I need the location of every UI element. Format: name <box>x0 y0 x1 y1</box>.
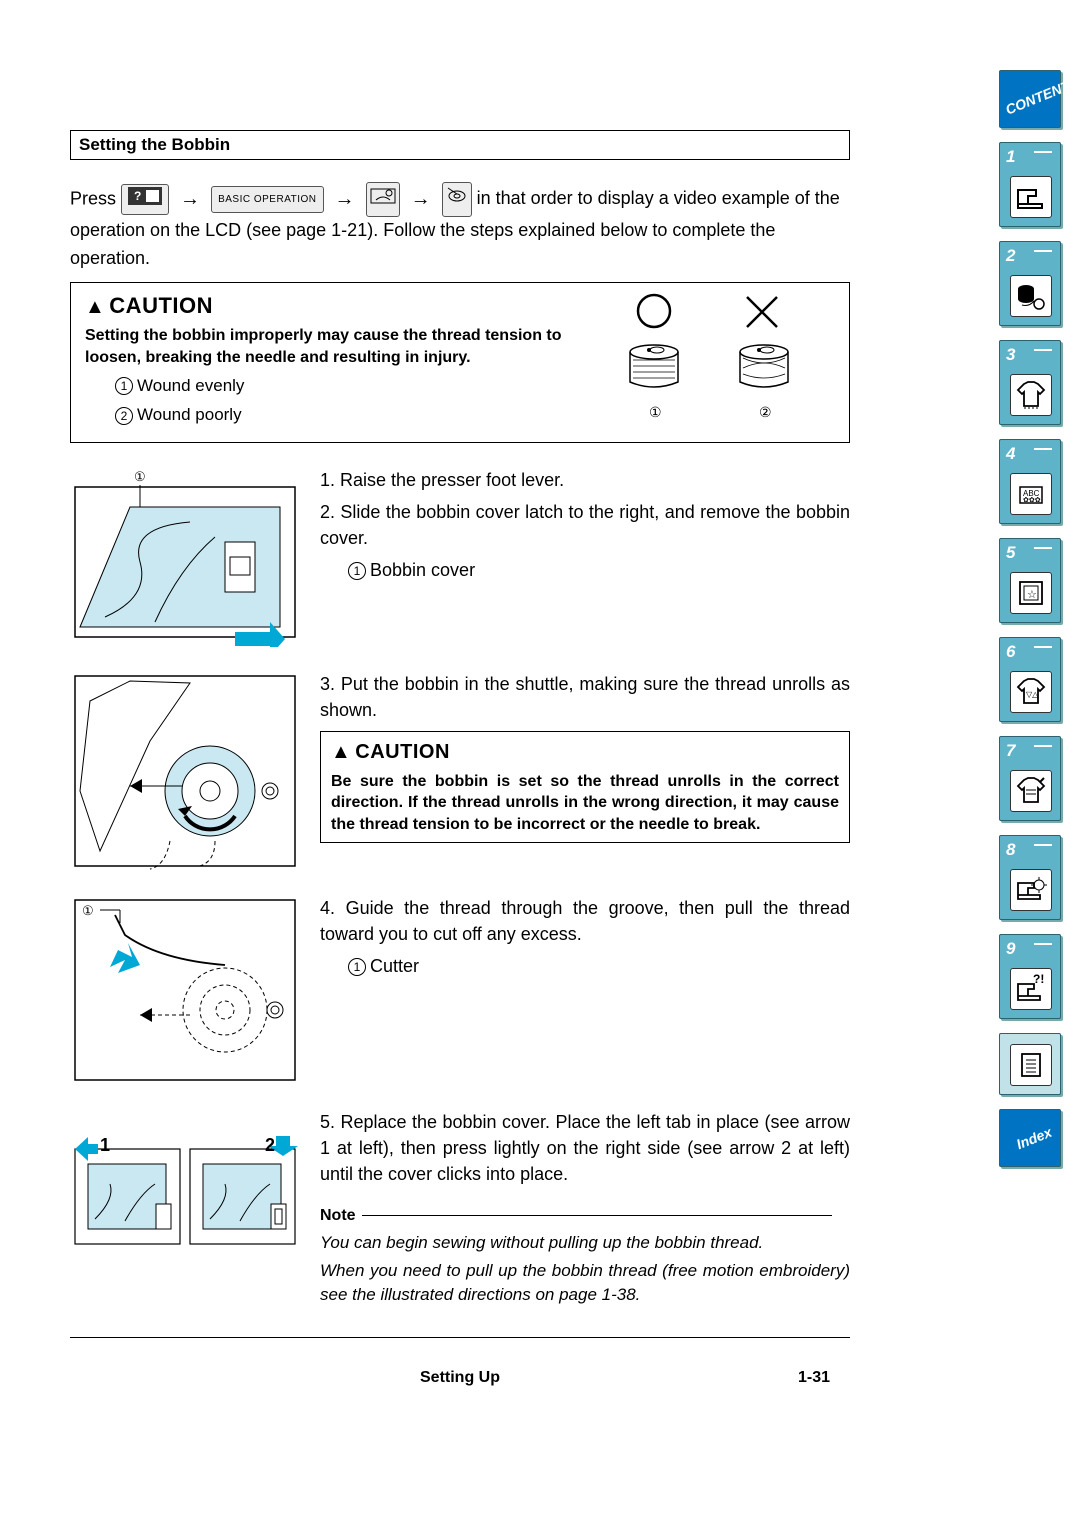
press-instruction: Press ? → BASIC OPERATION → → in that or… <box>70 182 850 272</box>
shirt-icon <box>1010 374 1052 416</box>
chapter-tab-9[interactable]: 9 ?! <box>999 934 1061 1019</box>
chapter-tab-7[interactable]: 7 <box>999 736 1061 821</box>
svg-text:②: ② <box>759 404 772 420</box>
help-icon-button: ? <box>121 184 169 215</box>
step-1-text: 1. Raise the presser foot lever. <box>320 467 850 493</box>
page-footer: Setting Up 1-31 <box>70 1337 850 1367</box>
caution-heading: ▲CAUTION <box>331 738 839 767</box>
caution-2-body: Be sure the bobbin is set so the thread … <box>331 771 839 836</box>
machine-settings-icon <box>1010 869 1052 911</box>
sewing-machine-icon <box>1010 176 1052 218</box>
step-4-block: ① 4. Guide the thread through the groove… <box>70 895 850 1085</box>
embroidery-frame-icon: ☆ <box>1010 572 1052 614</box>
basic-operation-button: BASIC OPERATION <box>211 186 323 214</box>
arrow-icon: → <box>174 184 206 215</box>
arrow-icon: → <box>405 184 437 215</box>
page-content: Setting the Bobbin Press ? → BASIC OPERA… <box>70 130 850 1367</box>
note-block: Note You can begin sewing without pullin… <box>320 1201 850 1307</box>
arrow-icon: → <box>329 184 361 215</box>
step-5-text: 5. Replace the bobbin cover. Place the l… <box>320 1109 850 1187</box>
step-1-2-block: ① 1. Raise the presser foot lever. 2. Sl… <box>70 467 850 647</box>
machine-help-icon: ?! <box>1010 968 1052 1010</box>
step-4-sublabel: 1Cutter <box>320 953 850 979</box>
step-5-block: 1 2 5. Replace the bobbin cover. Place t… <box>70 1109 850 1307</box>
chapter-tab-1[interactable]: 1 <box>999 142 1061 227</box>
svg-text:①: ① <box>649 404 662 420</box>
step-2-text: 2. Slide the bobbin cover latch to the r… <box>320 499 850 551</box>
svg-text:2: 2 <box>265 1135 275 1155</box>
svg-text:☆: ☆ <box>1027 589 1037 601</box>
press-prefix: Press <box>70 188 116 208</box>
chapter-tab-2[interactable]: 2 <box>999 241 1061 326</box>
step-3-text: 3. Put the bobbin in the shuttle, making… <box>320 671 850 723</box>
shirt-pattern-icon: ▽△ <box>1010 671 1052 713</box>
abc-lettering-icon: ABC✿✿✿ <box>1010 473 1052 515</box>
chapter-tab-8[interactable]: 8 <box>999 835 1061 920</box>
section-title: Setting the Bobbin <box>70 130 850 160</box>
spool-icon <box>442 182 472 217</box>
bobbin-insert-illustration <box>70 671 300 871</box>
chapter-tab-4[interactable]: 4 ABC✿✿✿ <box>999 439 1061 524</box>
chapter-tab-3[interactable]: 3 <box>999 340 1061 425</box>
note-heading: Note <box>320 1207 356 1224</box>
svg-text:①: ① <box>82 903 94 918</box>
step-2-sublabel: 1Bobbin cover <box>320 557 850 583</box>
thread-cutter-illustration: ① <box>70 895 300 1085</box>
step-4-text: 4. Guide the thread through the groove, … <box>320 895 850 947</box>
index-tab[interactable]: Index <box>999 1109 1061 1167</box>
bobbin-cover-illustration: ① <box>70 467 300 647</box>
appendix-tab[interactable] <box>999 1033 1061 1095</box>
bobbin-video-icon <box>366 182 400 217</box>
chapter-tab-5[interactable]: 5 ☆ <box>999 538 1061 623</box>
bobbin-comparison-illustration: ① ② <box>599 289 829 429</box>
contents-tab[interactable]: CONTENTS <box>999 70 1061 128</box>
svg-text:?!: ?! <box>1033 972 1044 986</box>
step-3-block: 3. Put the bobbin in the shuttle, making… <box>70 671 850 871</box>
svg-text:✿✿✿: ✿✿✿ <box>1023 497 1041 504</box>
note-body-2: When you need to pull up the bobbin thre… <box>320 1259 850 1307</box>
footer-pagenum: 1-31 <box>798 1369 830 1387</box>
caution-box-1: ▲CAUTION Setting the bobbin improperly m… <box>70 282 850 442</box>
caution-box-2: ▲CAUTION Be sure the bobbin is set so th… <box>320 731 850 843</box>
footer-center: Setting Up <box>420 1369 500 1387</box>
warning-triangle-icon: ▲ <box>85 296 105 318</box>
shirt-design-icon <box>1010 770 1052 812</box>
svg-text:?: ? <box>134 189 141 203</box>
caution-bold-text: Setting the bobbin improperly may cause … <box>85 325 565 368</box>
chapter-tabs-sidebar: CONTENTS 1 2 3 4 ABC✿✿✿ 5 ☆ 6 ▽△ 7 8 9 ?… <box>999 70 1074 1181</box>
warning-triangle-icon: ▲ <box>331 741 351 763</box>
thread-spool-icon <box>1010 275 1052 317</box>
svg-text:①: ① <box>134 469 146 484</box>
chapter-tab-6[interactable]: 6 ▽△ <box>999 637 1061 722</box>
note-body-1: You can begin sewing without pulling up … <box>320 1231 850 1255</box>
svg-text:1: 1 <box>100 1135 110 1155</box>
replace-cover-illustration: 1 2 <box>70 1109 300 1259</box>
svg-text:▽△: ▽△ <box>1026 690 1039 699</box>
document-lines-icon <box>1010 1044 1052 1086</box>
